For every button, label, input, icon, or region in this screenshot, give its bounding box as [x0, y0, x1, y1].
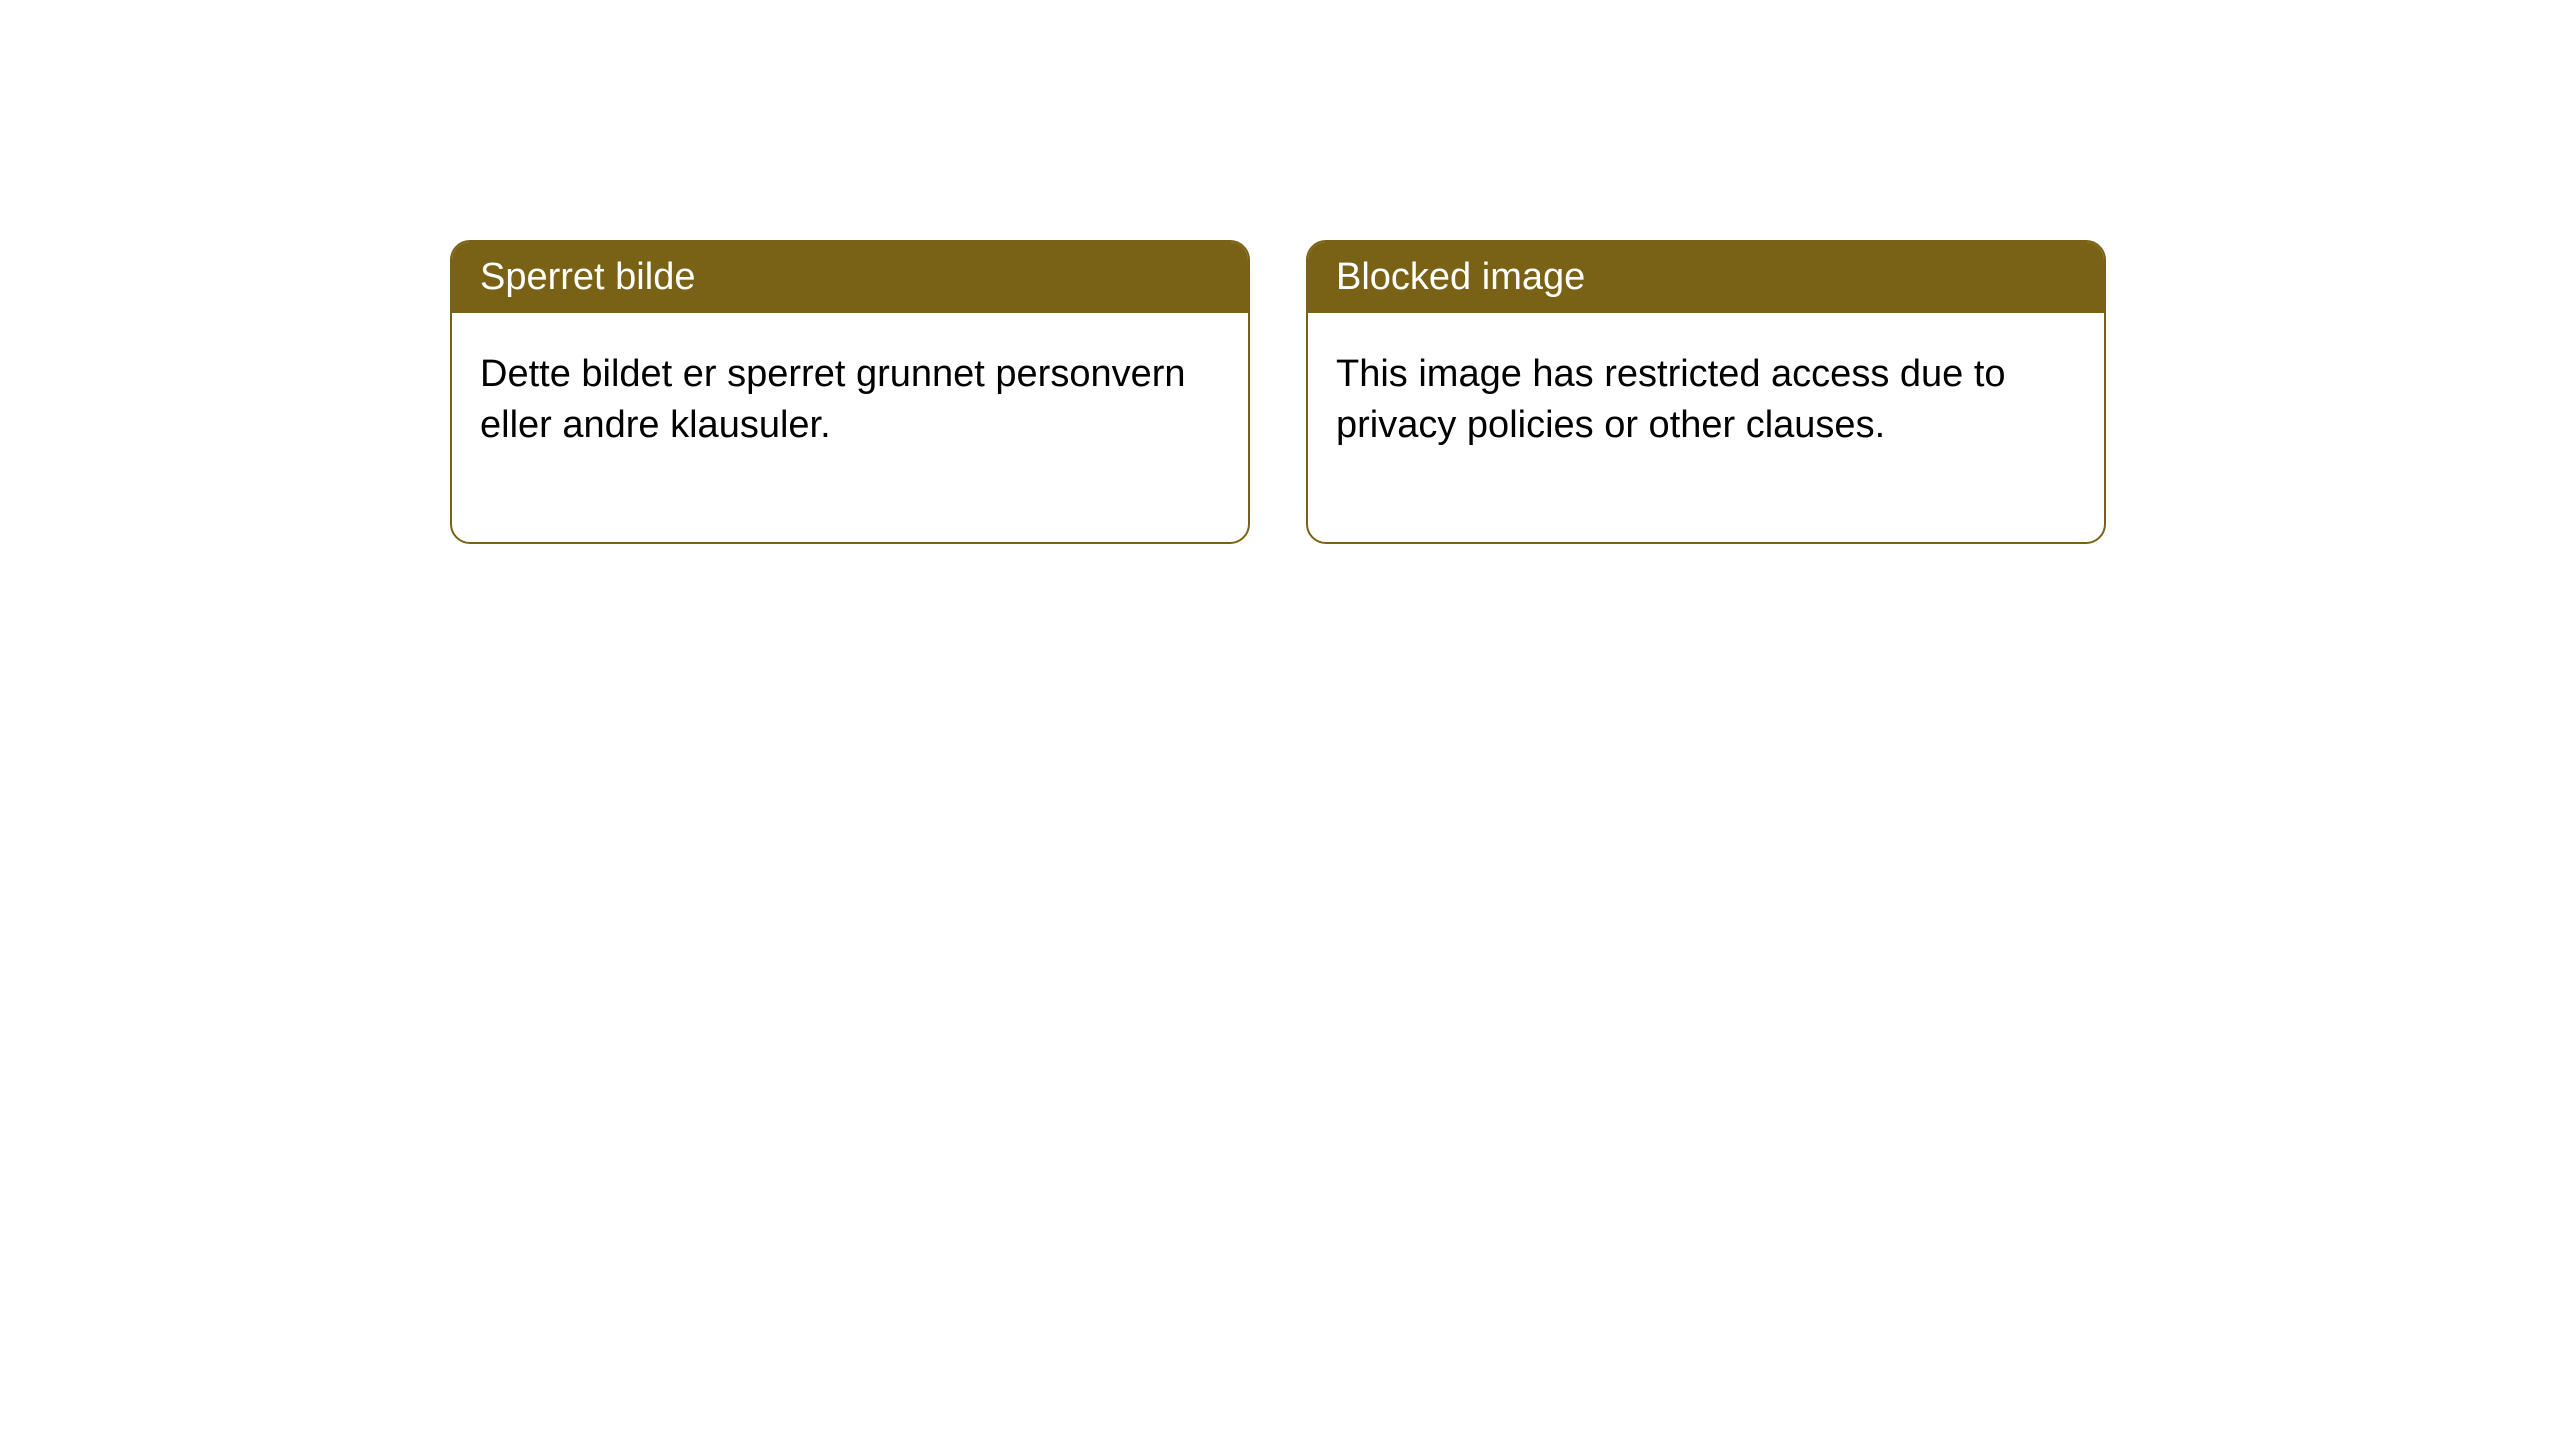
notice-title: Sperret bilde — [480, 256, 695, 298]
notice-box-english: Blocked image This image has restricted … — [1306, 240, 2106, 544]
notice-body: This image has restricted access due to … — [1308, 313, 2104, 542]
notice-body-text: This image has restricted access due to … — [1336, 353, 2006, 446]
notice-body-text: Dette bildet er sperret grunnet personve… — [480, 353, 1186, 446]
notice-header: Blocked image — [1308, 242, 2104, 313]
notice-header: Sperret bilde — [452, 242, 1248, 313]
notice-body: Dette bildet er sperret grunnet personve… — [452, 313, 1248, 542]
notice-title: Blocked image — [1336, 256, 1585, 298]
notice-box-norwegian: Sperret bilde Dette bildet er sperret gr… — [450, 240, 1250, 544]
notice-container: Sperret bilde Dette bildet er sperret gr… — [0, 0, 2560, 544]
